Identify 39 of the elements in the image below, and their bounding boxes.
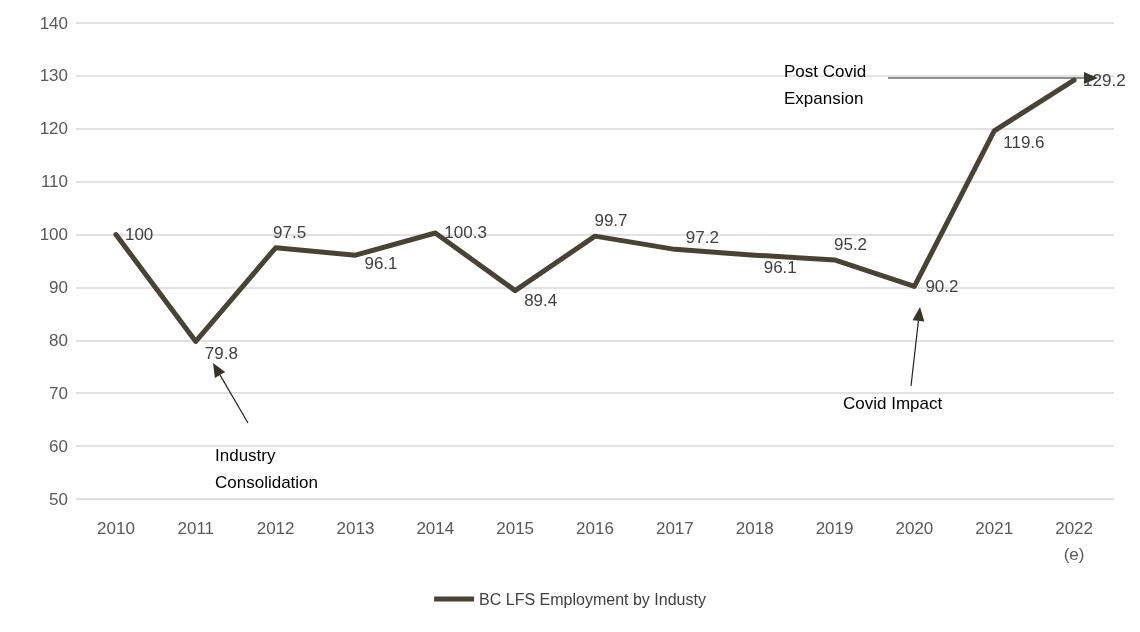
y-tick-label: 140 [39, 13, 68, 33]
y-tick-label: 110 [40, 172, 68, 192]
y-tick-label: 90 [49, 277, 68, 297]
data-label: 79.8 [204, 343, 238, 363]
data-label: 97.5 [273, 222, 307, 242]
x-tick-label: 2013 [336, 518, 375, 538]
x-tick-label: 2021 [975, 518, 1014, 538]
y-tick-label: 70 [49, 383, 68, 403]
data-label: 99.7 [594, 211, 628, 231]
x-tick-label: 2012 [256, 518, 295, 538]
x-tick-label: 2018 [735, 518, 774, 538]
data-label: 119.6 [1003, 133, 1045, 153]
x-tick-label: 2022 (e) [1055, 518, 1093, 564]
data-label: 100.3 [444, 223, 487, 243]
y-tick-label: 130 [39, 66, 68, 86]
y-tick-label: 100 [39, 225, 68, 245]
legend-label: BC LFS Employment by Industy [479, 590, 706, 608]
data-label: 90.2 [925, 276, 959, 296]
annotation: Post Covid Expansion [784, 62, 867, 108]
y-tick-label: 50 [49, 489, 68, 509]
x-tick-label: 2011 [177, 518, 215, 538]
data-label: 89.4 [524, 291, 558, 311]
y-tick-label: 120 [39, 119, 68, 139]
data-label: 100 [124, 225, 154, 245]
x-tick-label: 2017 [655, 518, 694, 538]
x-tick-label: 2016 [576, 518, 614, 538]
annotation: Industry Consolidation [215, 446, 319, 492]
x-tick-label: 2020 [895, 518, 934, 538]
data-label: 95.2 [833, 234, 868, 254]
annotation: Covid Impact [843, 394, 943, 413]
data-label: 96.1 [364, 253, 398, 273]
x-tick-label: 2015 [496, 518, 535, 538]
data-label: 97.2 [685, 227, 719, 247]
y-tick-label: 60 [49, 436, 68, 456]
x-tick-label: 2019 [815, 518, 854, 538]
y-tick-label: 80 [49, 330, 68, 350]
x-tick-label: 2014 [416, 518, 455, 538]
data-label: 96.1 [763, 257, 797, 277]
x-tick-label: 2010 [97, 518, 135, 538]
